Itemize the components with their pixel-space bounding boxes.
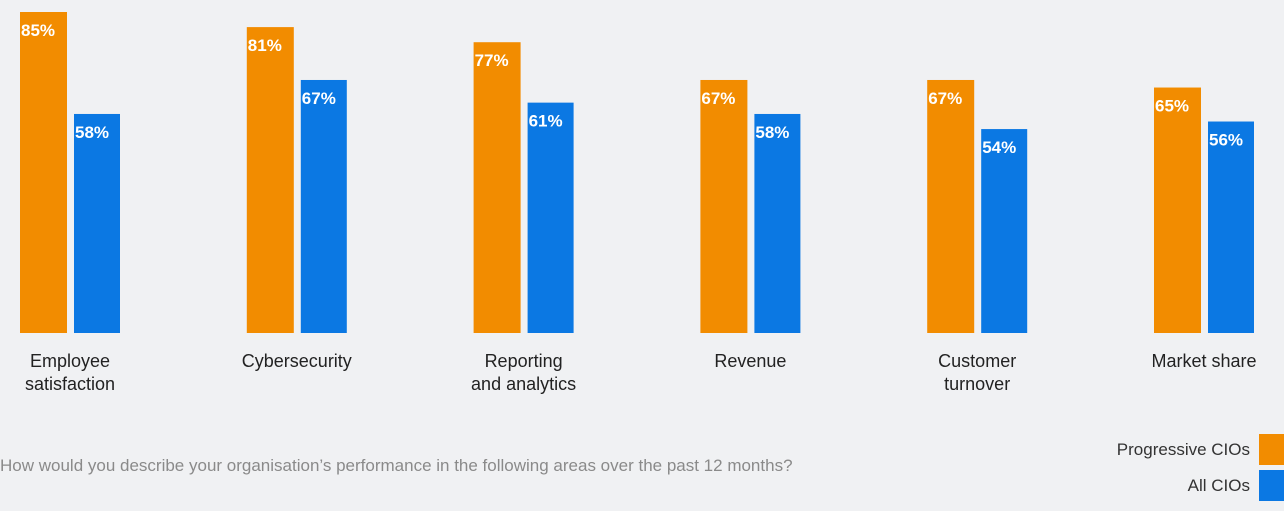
category-label: Revenue: [714, 351, 787, 371]
category-label: Cybersecurity: [241, 351, 352, 371]
bar: [700, 79, 748, 333]
legend-item: Progressive CIOs: [1117, 434, 1284, 465]
legend-label: Progressive CIOs: [1116, 439, 1250, 459]
bar: [527, 102, 574, 334]
bar: [1208, 121, 1254, 334]
bar-label: 56%: [1209, 131, 1243, 150]
bar-label: 67%: [928, 89, 962, 108]
bar-label: 67%: [701, 89, 735, 108]
bar-label: 61%: [529, 112, 563, 131]
bar: [74, 113, 120, 333]
bar-label: 85%: [21, 21, 55, 40]
bar-label: 67%: [302, 89, 336, 108]
bar: [300, 79, 347, 333]
legend-swatch: [1259, 470, 1284, 501]
bar-label: 58%: [755, 123, 789, 142]
bar-label: 54%: [982, 138, 1016, 157]
bar-label: 58%: [75, 123, 109, 142]
category-label: Employee satisfaction: [24, 351, 116, 394]
note: How would you describe your organisation…: [0, 456, 793, 475]
bar: [20, 12, 67, 333]
legend-label: All CIOs: [1187, 475, 1250, 495]
bar: [927, 79, 975, 333]
bar: [246, 27, 294, 333]
bar-label: 81%: [248, 36, 282, 55]
bar: [1154, 87, 1201, 333]
legend-swatch: [1259, 434, 1284, 465]
category-label: Reporting and analytics: [471, 351, 577, 394]
bar-label: 77%: [475, 51, 509, 70]
category-label: Customer turnover: [938, 351, 1017, 394]
legend-item: All CIOs: [1188, 470, 1284, 501]
bar: [473, 42, 521, 334]
bar: [754, 113, 801, 333]
category-label: Market share: [1151, 351, 1257, 371]
bar: [981, 129, 1028, 333]
bar-label: 65%: [1155, 97, 1189, 116]
